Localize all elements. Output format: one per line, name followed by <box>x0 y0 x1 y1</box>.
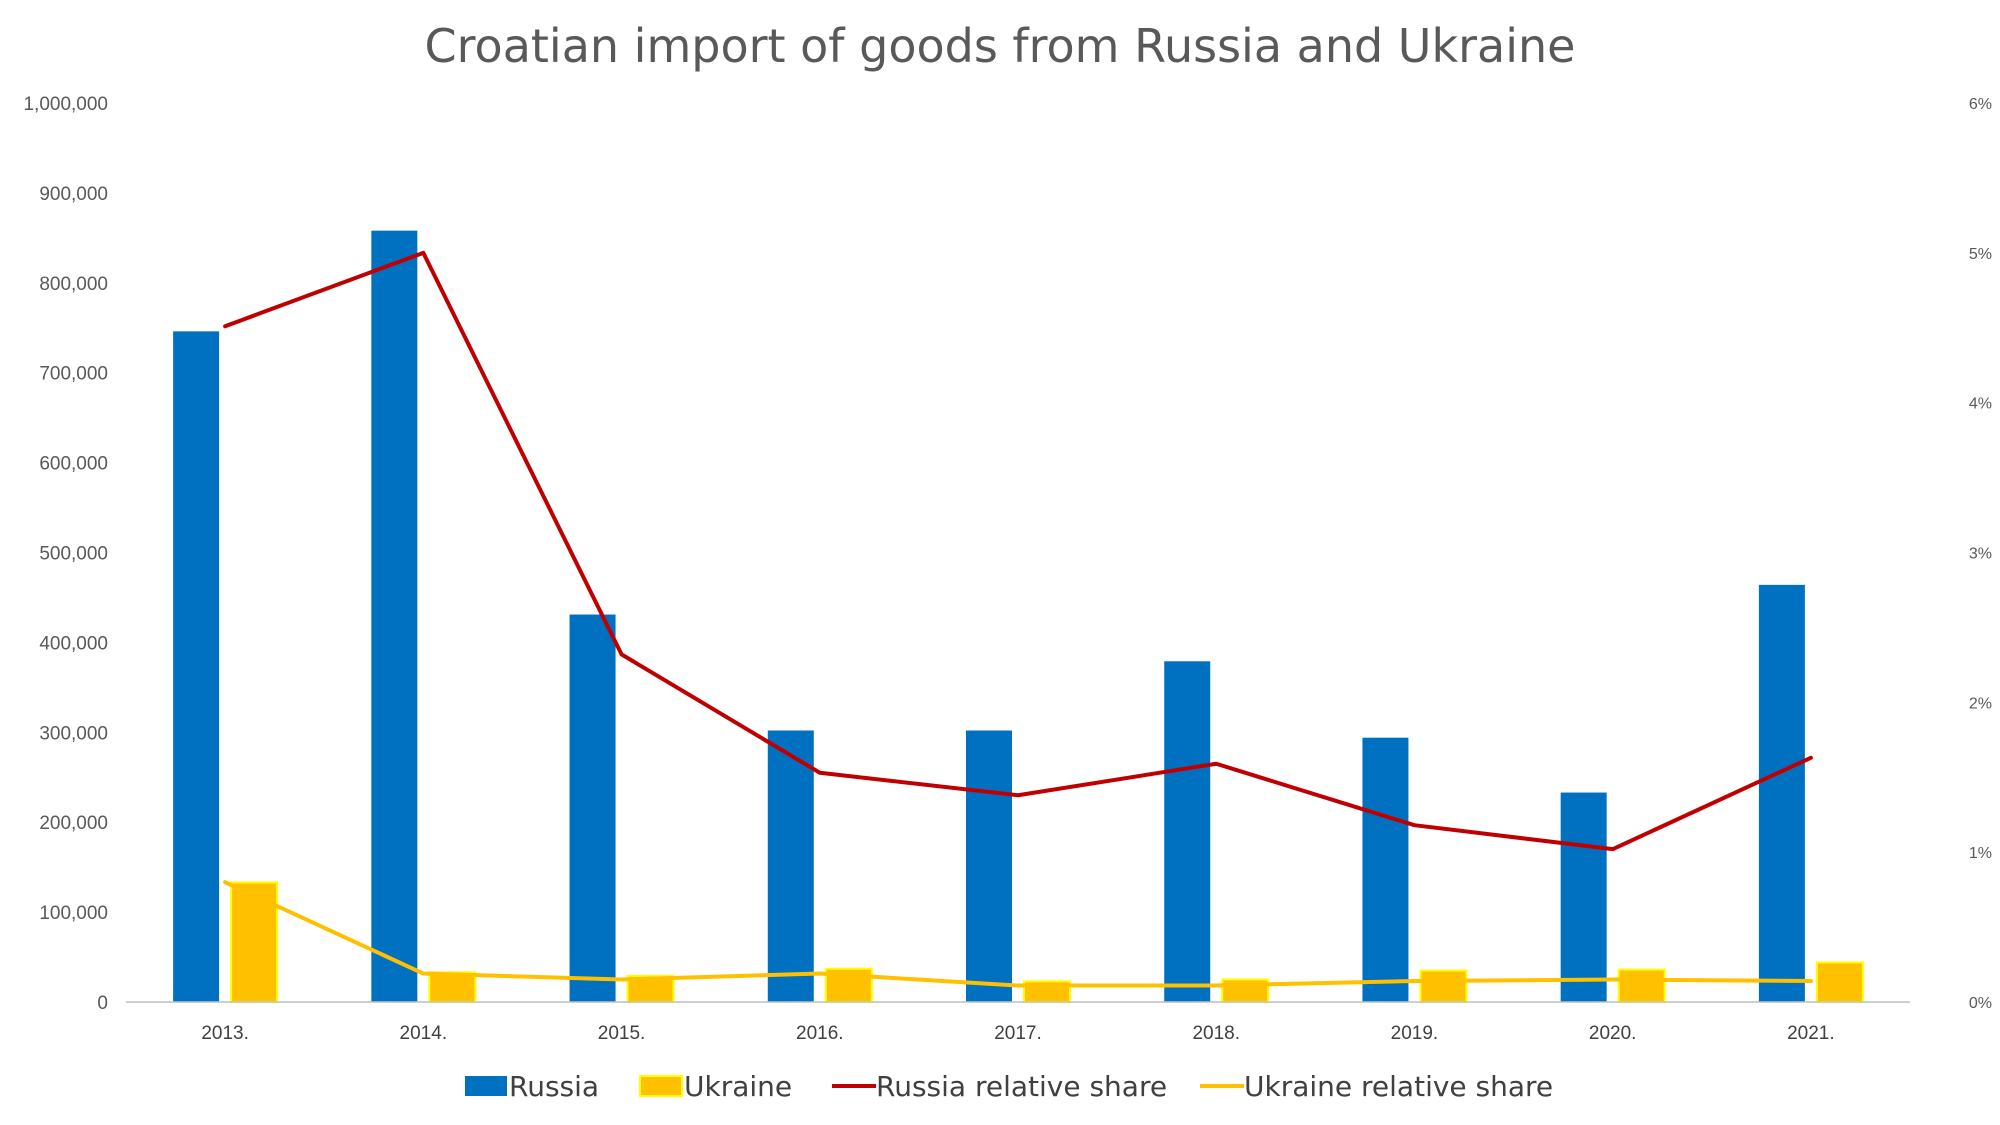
legend-swatch-ukraine <box>639 1075 683 1097</box>
bar-russia <box>1164 661 1211 1002</box>
legend-label-russia-relative-share: Russia relative share <box>876 1070 1167 1103</box>
left-axis-tick-label: 1,000,000 <box>23 94 108 115</box>
legend-label-ukraine-relative-share: Ukraine relative share <box>1244 1070 1553 1103</box>
chart-title: Croatian import of goods from Russia and… <box>425 19 1576 73</box>
bars-layer <box>173 230 1864 1004</box>
left-axis-tick-label: 100,000 <box>39 903 108 924</box>
bar-russia <box>371 230 418 1002</box>
legend: Russia Ukraine Russia relative share Ukrain… <box>465 1070 1553 1103</box>
right-axis-tick-label: 5% <box>1969 246 1992 263</box>
left-axis-tick-label: 800,000 <box>39 274 108 295</box>
right-axis-tick-label: 0% <box>1969 995 1992 1012</box>
right-axis: 0% 1% 2% 3% 4% 5% 6% <box>1969 96 1992 1012</box>
right-axis-tick-label: 1% <box>1969 845 1992 862</box>
x-axis-category-label: 2017. <box>994 1023 1042 1044</box>
x-axis-category-label: 2015. <box>598 1023 646 1044</box>
right-axis-tick-label: 2% <box>1969 695 1992 712</box>
legend-label-ukraine: Ukraine <box>684 1070 792 1103</box>
bar-russia <box>1758 584 1805 1002</box>
x-axis-category-label: 2019. <box>1391 1023 1439 1044</box>
left-axis-tick-label: 500,000 <box>39 544 108 565</box>
left-axis-tick-label: 0 <box>97 993 108 1014</box>
right-axis-tick-label: 6% <box>1969 96 1992 113</box>
bar-ukraine <box>1419 969 1468 1003</box>
right-axis-tick-label: 4% <box>1969 396 1992 413</box>
bar-russia <box>173 331 220 1002</box>
x-axis-category-label: 2013. <box>201 1023 249 1044</box>
right-axis-tick-label: 3% <box>1969 546 1992 563</box>
bar-russia <box>767 730 814 1002</box>
bar-russia <box>1560 792 1607 1002</box>
left-axis-tick-label: 900,000 <box>39 184 108 205</box>
line-russia-relative-share <box>223 250 1813 852</box>
legend-swatch-russia <box>465 1076 507 1096</box>
left-axis-tick-label: 200,000 <box>39 813 108 834</box>
bar-ukraine <box>1815 961 1864 1003</box>
x-axis-category-label: 2020. <box>1589 1023 1637 1044</box>
lines-layer <box>223 250 1813 988</box>
bar-russia <box>966 730 1012 1002</box>
bar-russia <box>1362 737 1409 1002</box>
left-axis-tick-label: 700,000 <box>39 364 108 385</box>
x-axis-category-label: 2018. <box>1192 1023 1240 1044</box>
x-axis-category-label: 2021. <box>1787 1023 1835 1044</box>
left-axis-tick-label: 300,000 <box>39 723 108 744</box>
x-axis: 2013. 2014. 2015. 2016. 2017. 2018. 2019. 2020.… <box>201 1023 1834 1044</box>
bar-ukraine <box>230 881 279 1003</box>
bar-russia <box>569 614 616 1002</box>
bar-ukraine <box>1617 968 1666 1003</box>
legend-label-russia: Russia <box>509 1070 599 1103</box>
left-axis-tick-label: 400,000 <box>39 633 108 654</box>
line-ukraine-relative-share <box>223 880 1813 988</box>
x-axis-category-label: 2014. <box>400 1023 448 1044</box>
x-axis-category-label: 2016. <box>796 1023 844 1044</box>
left-axis-tick-label: 600,000 <box>39 454 108 475</box>
left-axis: 0 100,000 200,000 300,000 400,000 500,000 600,… <box>23 94 108 1014</box>
